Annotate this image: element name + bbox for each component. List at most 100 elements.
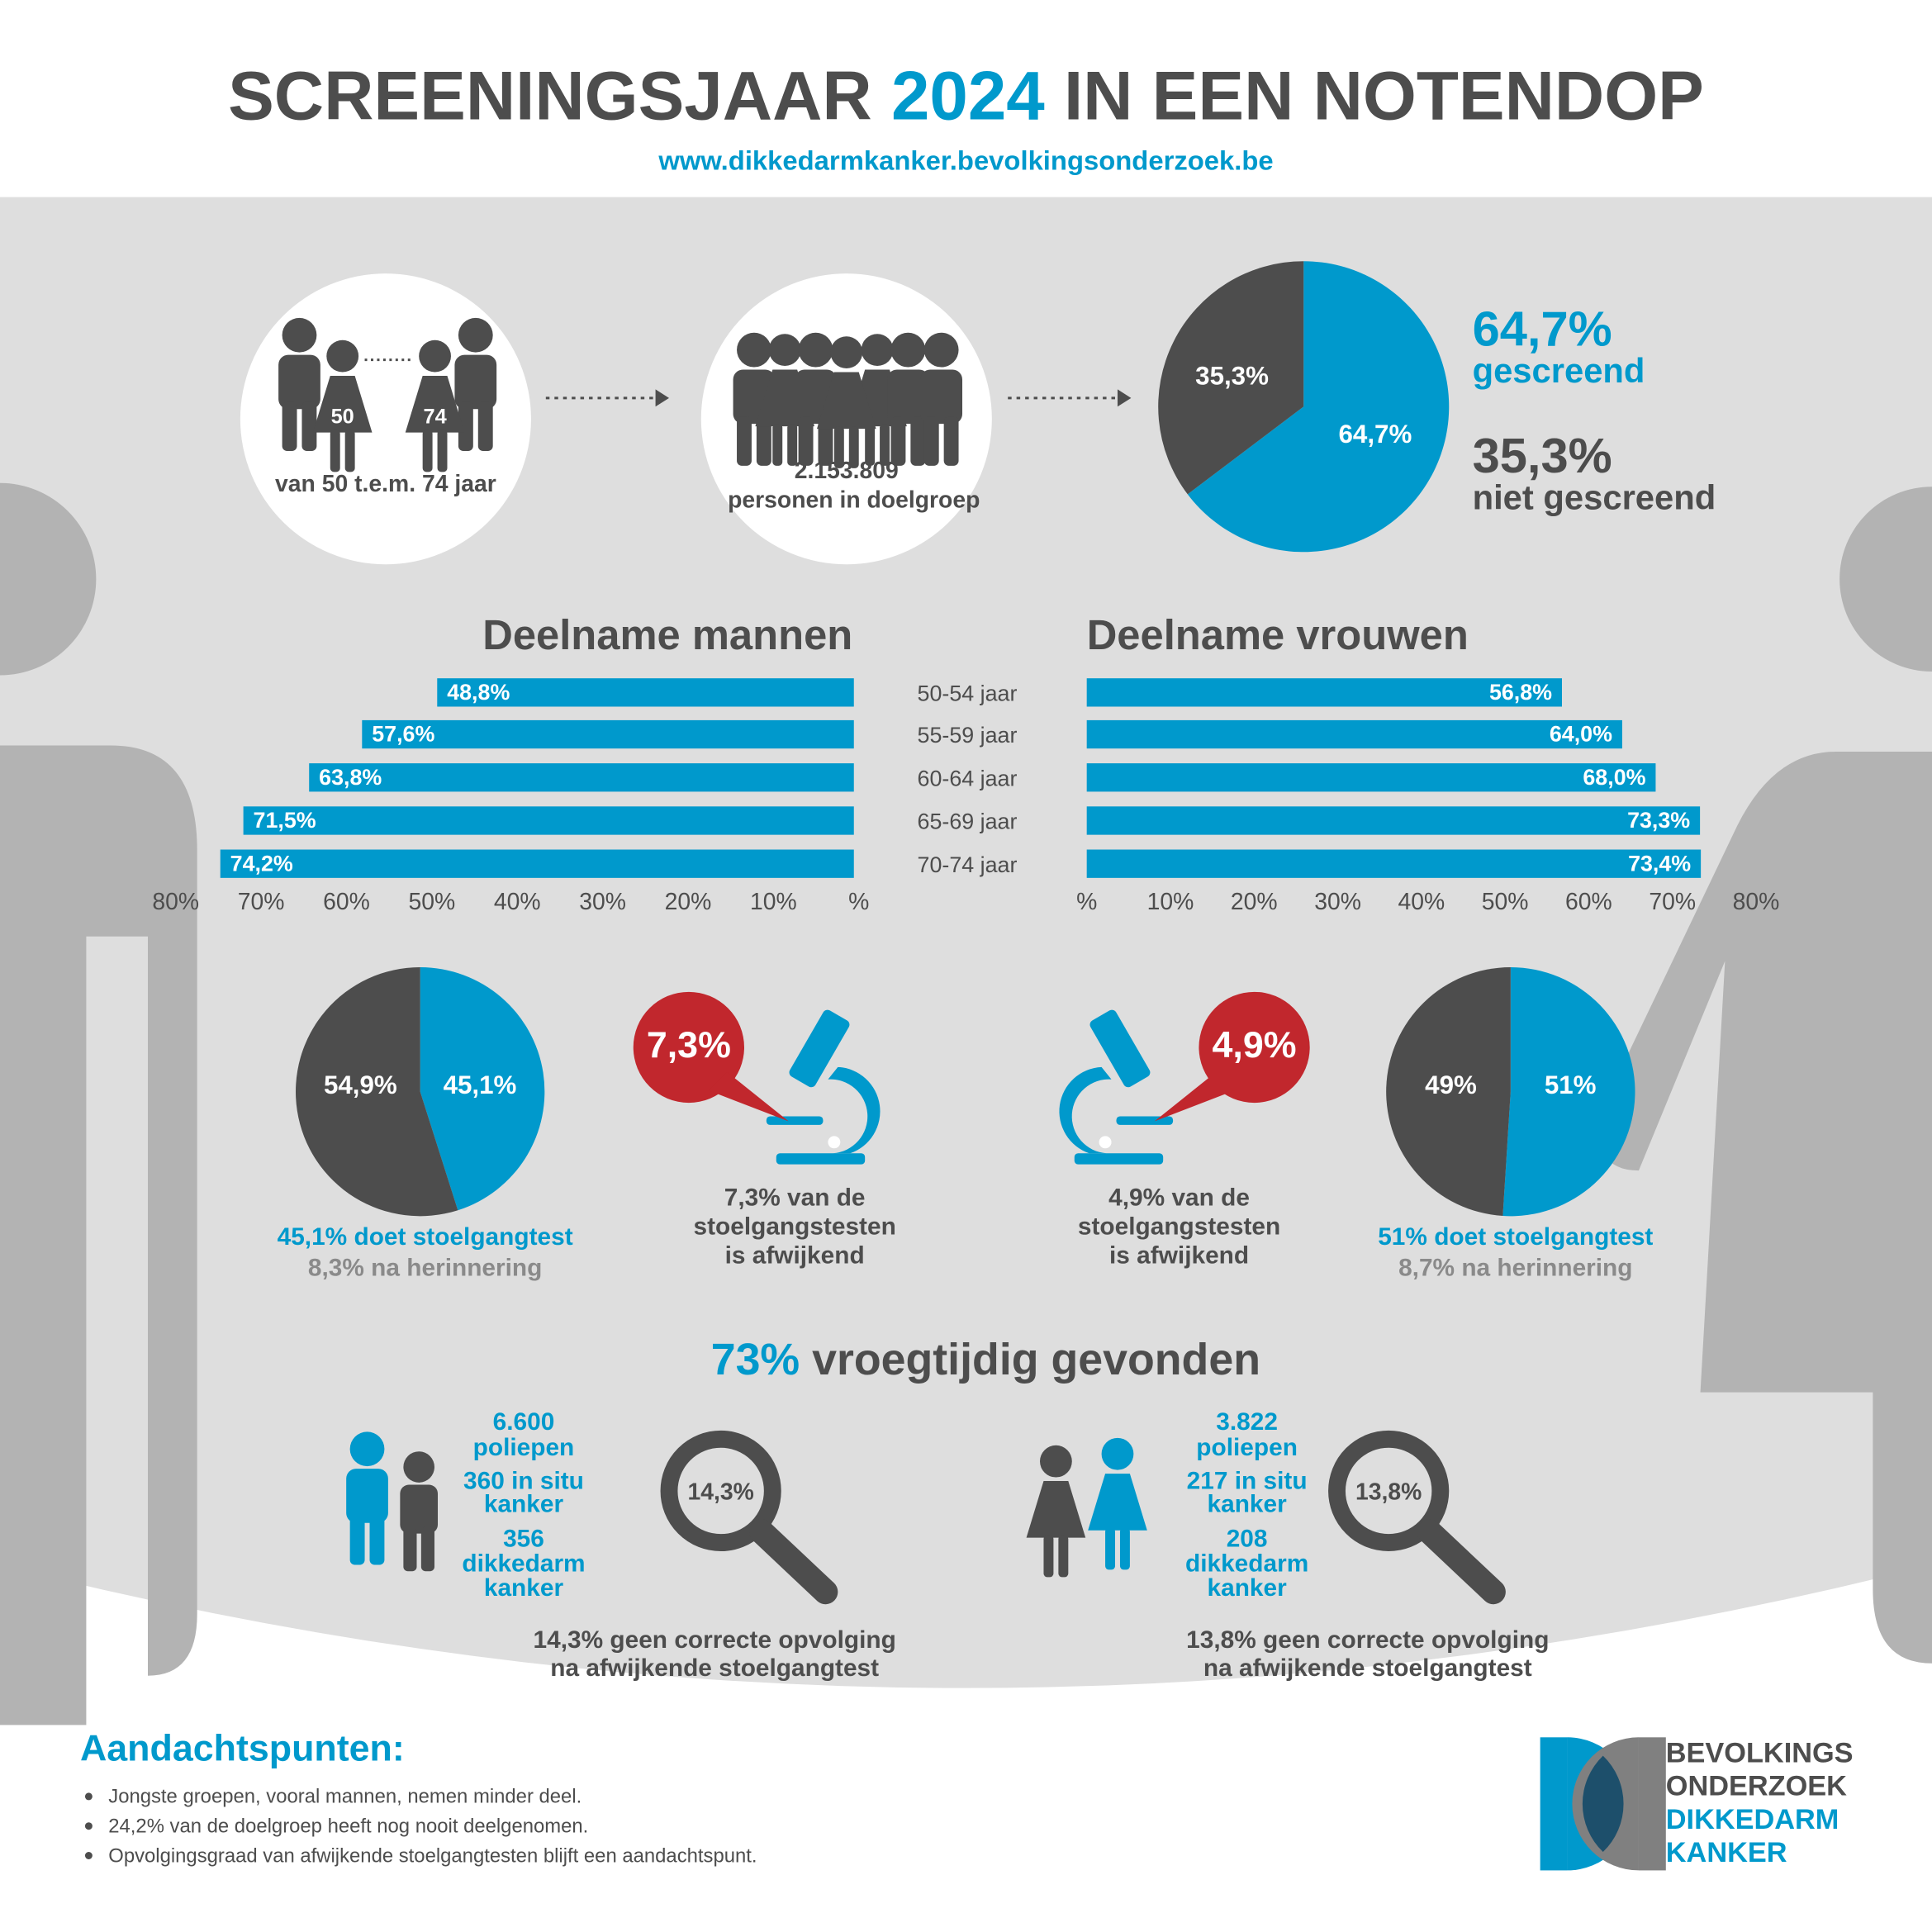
background-panel bbox=[0, 197, 1932, 1688]
bar-label: 63,8% bbox=[319, 765, 382, 790]
title-year: 2024 bbox=[891, 56, 1045, 134]
pie-subcaption: 8,3% na herinnering bbox=[308, 1254, 542, 1281]
x-tick-label: % bbox=[848, 889, 869, 915]
footer-title: Aandachtspunten: bbox=[80, 1728, 405, 1769]
early-value: 73% bbox=[711, 1335, 800, 1384]
legend-value: 35,3% bbox=[1473, 428, 1612, 483]
pie-label: 45,1% bbox=[444, 1070, 517, 1099]
x-tick-label: 70% bbox=[238, 889, 285, 915]
magnifier bbox=[1328, 1430, 1506, 1605]
logo-line: BEVOLKINGS bbox=[1666, 1737, 1854, 1768]
age-circle bbox=[240, 273, 531, 565]
bullets: Jongste groepen, vooral mannen, nemen mi… bbox=[84, 1786, 757, 1867]
bullet-dot bbox=[84, 1822, 93, 1830]
bar bbox=[1086, 806, 1701, 835]
logo-line: DIKKEDARM bbox=[1666, 1804, 1839, 1835]
abnormal-line: is afwijkend bbox=[725, 1241, 865, 1269]
abnormal-line: 4,9% van de bbox=[1108, 1184, 1250, 1211]
bar bbox=[1086, 763, 1656, 792]
finding-line: 208 bbox=[1227, 1526, 1268, 1553]
x-tick-label: 10% bbox=[750, 889, 797, 915]
population-label: personen in doelgroep bbox=[728, 487, 980, 514]
title-part: IN EEN NOTENDOP bbox=[1064, 56, 1704, 134]
bar-label: 73,4% bbox=[1628, 851, 1691, 876]
arrow bbox=[545, 389, 669, 407]
abnormal-line: stoelgangstesten bbox=[1078, 1213, 1280, 1240]
pie-slice bbox=[420, 966, 545, 1211]
finding-line: kanker bbox=[484, 1574, 564, 1602]
bar-label: 74,2% bbox=[230, 851, 293, 876]
finding-line: kanker bbox=[1208, 1491, 1288, 1518]
pie-label: 64,7% bbox=[1339, 420, 1412, 449]
x-tick-label: 40% bbox=[1398, 889, 1445, 915]
age-from: 50 bbox=[331, 405, 354, 428]
finding-line: dikkedarm bbox=[1185, 1550, 1308, 1577]
x-tick-label: 60% bbox=[323, 889, 370, 915]
finding-line: 3.822 bbox=[1216, 1408, 1278, 1436]
category-label: 50-54 jaar bbox=[918, 681, 1018, 705]
logo-mark bbox=[1540, 1737, 1666, 1871]
bar bbox=[1086, 719, 1622, 749]
bar-label: 64,0% bbox=[1550, 722, 1612, 747]
bar bbox=[1086, 849, 1702, 878]
title-part: SCREENINGSJAAR bbox=[228, 56, 872, 134]
pie-slice bbox=[1158, 261, 1304, 495]
magnifier bbox=[660, 1430, 838, 1605]
bar bbox=[437, 678, 854, 707]
logo-line: KANKER bbox=[1666, 1837, 1787, 1868]
panel-title: Deelname mannen bbox=[482, 611, 852, 658]
bar-label: 71,5% bbox=[254, 808, 316, 833]
bar bbox=[220, 849, 854, 878]
pie-slice bbox=[296, 966, 458, 1217]
x-tick-label: 10% bbox=[1147, 889, 1194, 915]
bar-label: 68,0% bbox=[1583, 765, 1645, 790]
age-label: van 50 t.e.m. 74 jaar bbox=[275, 471, 496, 497]
bullet-text: 24,2% van de doelgroep heeft nog nooit d… bbox=[108, 1816, 588, 1838]
abnormal-line: is afwijkend bbox=[1109, 1241, 1249, 1269]
pie-label: 54,9% bbox=[324, 1070, 397, 1099]
pie-slice bbox=[1187, 261, 1450, 553]
finding-line: 217 in situ bbox=[1187, 1467, 1308, 1494]
pie-subcaption: 8,7% na herinnering bbox=[1398, 1254, 1632, 1281]
legend-value: 64,7% bbox=[1473, 301, 1612, 357]
finding-line: dikkedarm bbox=[462, 1550, 585, 1577]
legend-label: niet gescreend bbox=[1473, 478, 1716, 517]
category-label: 60-64 jaar bbox=[918, 766, 1018, 790]
bar bbox=[362, 719, 854, 749]
right-silhouette bbox=[1599, 487, 1932, 1664]
magnifier-value: 13,8% bbox=[1355, 1479, 1422, 1505]
badge bbox=[1154, 991, 1310, 1122]
bullet-text: Jongste groepen, vooral mannen, nemen mi… bbox=[108, 1786, 581, 1808]
finding-note: na afwijkende stoelgangtest bbox=[550, 1654, 879, 1682]
abnormal-line: 7,3% van de bbox=[724, 1184, 866, 1211]
finding-line: 356 bbox=[503, 1526, 544, 1553]
early-found: 73% vroegtijdig gevonden bbox=[711, 1335, 1260, 1384]
pie-label: 49% bbox=[1425, 1070, 1477, 1099]
early-label: vroegtijdig gevonden bbox=[812, 1335, 1260, 1384]
x-tick-label: 30% bbox=[1314, 889, 1361, 915]
microscope-icon bbox=[766, 1009, 881, 1165]
bar-label: 57,6% bbox=[372, 722, 434, 747]
badge-value: 7,3% bbox=[647, 1024, 731, 1066]
bar bbox=[1086, 678, 1562, 707]
age-icon bbox=[278, 317, 497, 472]
bullet-dot bbox=[84, 1852, 93, 1859]
category-label: 55-59 jaar bbox=[918, 723, 1018, 748]
pie-label: 51% bbox=[1545, 1070, 1597, 1099]
bullet-text: Opvolgingsgraad van afwijkende stoelgang… bbox=[108, 1844, 757, 1867]
x-tick-label: 80% bbox=[1733, 889, 1780, 915]
bar-label: 73,3% bbox=[1627, 808, 1690, 833]
pie-slice bbox=[1386, 966, 1511, 1217]
finding-line: kanker bbox=[1208, 1574, 1288, 1602]
legend-label: gescreend bbox=[1473, 351, 1645, 390]
charts: 64,7% 35,3% 50-54 jaar 55-59 jaar 60-64 jaar… bbox=[152, 261, 1779, 1281]
x-tick-label: 60% bbox=[1565, 889, 1612, 915]
category-label: 70-74 jaar bbox=[918, 852, 1018, 877]
age-to: 74 bbox=[423, 405, 446, 428]
x-tick-label: 50% bbox=[1482, 889, 1529, 915]
x-tick-label: 80% bbox=[152, 889, 199, 915]
url[interactable]: www.dikkedarmkanker.bevolkingsonderzoek.… bbox=[657, 145, 1273, 176]
